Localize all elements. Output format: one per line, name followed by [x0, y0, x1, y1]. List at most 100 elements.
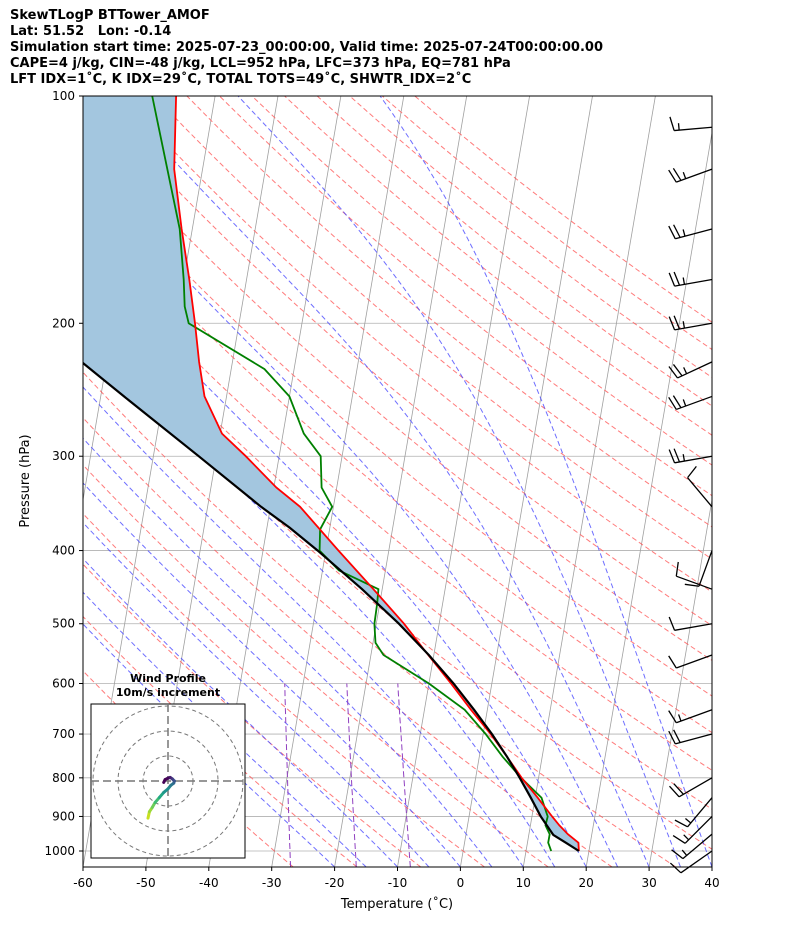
dry-adiabat — [154, 96, 712, 560]
dry-adiabat — [83, 512, 485, 867]
y-tick-label: 100 — [52, 89, 75, 103]
x-tick-label: -20 — [325, 876, 345, 890]
wind-barb — [669, 777, 713, 798]
isotherm-line — [648, 497, 712, 867]
wind-barb — [668, 448, 713, 464]
moist-adiabat — [83, 482, 461, 867]
x-tick-label: -40 — [199, 876, 219, 890]
wind-barb — [668, 654, 713, 669]
x-tick-label: -60 — [73, 876, 93, 890]
wind-barb — [684, 550, 713, 587]
chart-header: SkewTLogP BTTower_AMOF Lat: 51.52 Lon: -… — [10, 8, 603, 88]
x-axis-label: Temperature (˚C) — [340, 896, 453, 912]
x-tick-label: -30 — [262, 876, 282, 890]
isotherm-line — [397, 96, 530, 867]
wind-barb — [668, 315, 713, 331]
moist-adiabat — [83, 437, 493, 867]
parcel-line — [83, 361, 580, 852]
isotherm-line — [460, 96, 593, 867]
x-tick-label: 0 — [457, 876, 465, 890]
wind-barb — [669, 116, 713, 132]
dewpoint-line — [151, 96, 553, 852]
isotherm-line — [775, 96, 794, 867]
hodograph-subtitle: 10m/s increment — [116, 686, 220, 699]
dry-adiabat — [83, 125, 712, 661]
wind-barb — [668, 395, 713, 411]
header-indices-stability: LFT IDX=1˚C, K IDX=29˚C, TOTAL TOTS=49˚C… — [10, 72, 472, 87]
dry-adiabat — [381, 96, 712, 351]
dry-adiabat — [83, 327, 712, 850]
moist-adiabat — [83, 386, 524, 867]
axes: -60 -50 -40 -30 -20 -10 0 10 20 30 40 1000 900 800 700… — [44, 89, 719, 890]
mixing-ratio-line — [284, 683, 292, 867]
x-tick-label: 30 — [641, 876, 656, 890]
wind-barb — [672, 815, 713, 844]
dry-adiabat — [349, 96, 712, 379]
isotherm-line — [585, 130, 712, 867]
moist-adiabat — [379, 96, 712, 867]
wind-barb — [668, 224, 713, 240]
dry-adiabat — [83, 371, 677, 867]
y-tick-label: 600 — [52, 677, 75, 691]
y-tick-label: 300 — [52, 449, 75, 463]
moist-adiabat — [83, 254, 587, 867]
y-tick-label: 1000 — [44, 844, 75, 858]
wind-barb — [668, 167, 713, 183]
x-tick-label: 20 — [579, 876, 594, 890]
hodograph-segment — [162, 778, 167, 784]
wind-barb — [687, 465, 713, 508]
header-title: SkewTLogP BTTower_AMOF — [10, 8, 210, 23]
y-tick-label: 400 — [52, 544, 75, 558]
header-times: Simulation start time: 2025-07-23_00:00:… — [10, 40, 603, 55]
wind-barb — [675, 561, 713, 590]
dry-adiabat — [83, 464, 549, 867]
x-tick-label: -50 — [136, 876, 156, 890]
dry-adiabat — [83, 243, 712, 771]
y-tick-label: 900 — [52, 809, 75, 823]
isotherm-line — [334, 96, 468, 867]
y-axis-label: Pressure (hPa) — [18, 434, 33, 527]
x-tick-label: 40 — [704, 876, 719, 890]
isotherm-line — [271, 96, 405, 867]
dry-adiabat — [83, 417, 613, 867]
header-location: Lat: 51.52 Lon: -0.14 — [10, 24, 172, 39]
cape-fill — [83, 96, 579, 851]
y-tick-label: 200 — [52, 316, 75, 330]
wind-barb — [668, 271, 713, 287]
wind-barb — [671, 833, 713, 860]
x-tick-label: 10 — [516, 876, 531, 890]
isotherm-line — [83, 96, 90, 136]
dry-adiabat — [316, 96, 712, 407]
y-tick-label: 500 — [52, 617, 75, 631]
cape-area — [83, 96, 579, 851]
moist-adiabat — [237, 96, 681, 867]
plot-grid — [83, 96, 794, 867]
dry-adiabat — [284, 96, 712, 436]
isotherm-line — [711, 864, 712, 867]
profile-lines — [83, 96, 580, 852]
mixing-ratio-line — [397, 683, 411, 867]
wind-barb — [668, 709, 713, 724]
wind-barb — [669, 850, 713, 874]
wind-barbs — [668, 116, 713, 874]
x-tick-label: -10 — [388, 876, 408, 890]
y-tick-label: 800 — [52, 771, 75, 785]
dry-adiabat — [83, 163, 712, 697]
dry-adiabat — [414, 96, 712, 323]
wind-barb — [674, 797, 713, 828]
moist-adiabat — [83, 166, 619, 867]
dry-adiabat — [83, 563, 422, 867]
moist-adiabat — [83, 558, 398, 867]
temperature-line — [173, 96, 580, 852]
hodograph-title: Wind Profile — [130, 672, 206, 685]
dry-adiabat — [83, 284, 712, 810]
wind-barb — [668, 616, 713, 631]
wind-barb — [668, 729, 713, 745]
mixing-ratio-line — [346, 683, 357, 867]
dry-adiabat — [83, 202, 712, 734]
dry-adiabat — [219, 96, 712, 497]
dry-adiabat — [186, 96, 712, 528]
moist-adiabat — [83, 521, 430, 867]
